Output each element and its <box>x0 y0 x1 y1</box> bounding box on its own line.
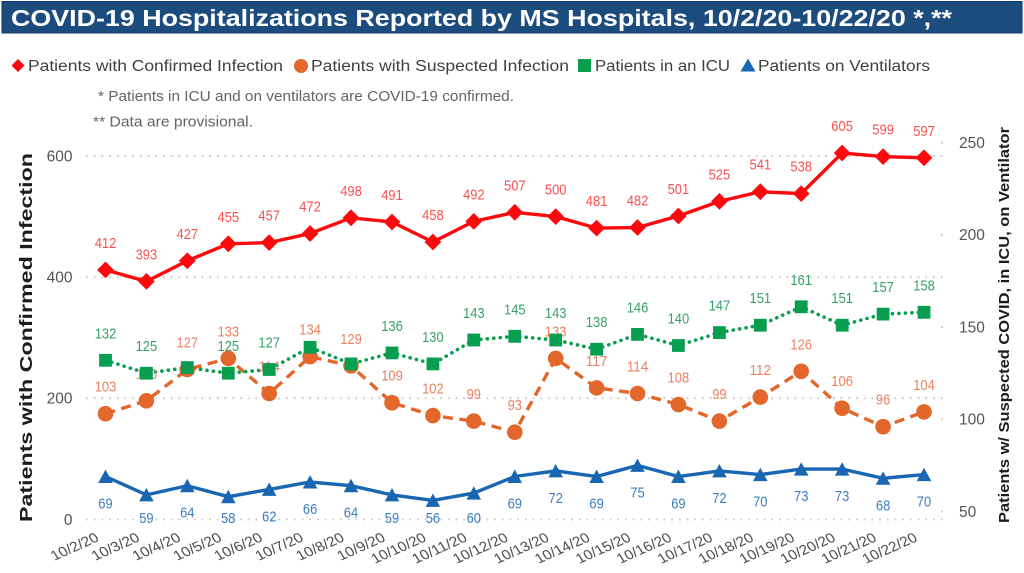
svg-text:69: 69 <box>508 496 522 513</box>
svg-text:125: 125 <box>136 338 158 355</box>
svg-text:70: 70 <box>753 494 767 511</box>
svg-text:106: 106 <box>831 373 853 390</box>
svg-text:103: 103 <box>95 379 117 396</box>
svg-text:134: 134 <box>299 322 321 339</box>
svg-text:60: 60 <box>467 510 481 527</box>
svg-text:145: 145 <box>504 301 526 318</box>
svg-text:158: 158 <box>913 277 935 294</box>
svg-text:62: 62 <box>262 508 276 525</box>
svg-text:69: 69 <box>98 496 112 513</box>
svg-text:150: 150 <box>959 319 985 336</box>
svg-text:* Patients in ICU and on venti: * Patients in ICU and on ventilators are… <box>98 89 514 105</box>
svg-text:605: 605 <box>831 118 853 135</box>
svg-text:541: 541 <box>750 157 772 174</box>
svg-text:427: 427 <box>177 226 199 243</box>
svg-text:143: 143 <box>545 305 567 322</box>
svg-text:Patients w/ Suspected COVID, i: Patients w/ Suspected COVID, in ICU, on … <box>996 127 1013 523</box>
svg-text:146: 146 <box>627 299 649 316</box>
svg-text:126: 126 <box>790 336 812 353</box>
svg-text:** Data are provisional.: ** Data are provisional. <box>93 115 253 131</box>
svg-text:491: 491 <box>381 187 403 204</box>
svg-text:104: 104 <box>913 377 935 394</box>
svg-text:151: 151 <box>831 290 853 307</box>
svg-text:200: 200 <box>959 227 985 244</box>
svg-text:Patients in an ICU: Patients in an ICU <box>595 58 730 75</box>
svg-text:96: 96 <box>876 392 890 409</box>
svg-text:500: 500 <box>545 182 567 199</box>
svg-text:50: 50 <box>959 504 977 521</box>
svg-text:109: 109 <box>381 368 403 385</box>
svg-text:136: 136 <box>381 318 403 335</box>
svg-text:69: 69 <box>671 496 685 513</box>
svg-text:132: 132 <box>95 325 117 342</box>
svg-text:COVID-19 Hospitalizations Repo: COVID-19 Hospitalizations Reported by MS… <box>11 5 952 31</box>
svg-text:56: 56 <box>426 510 440 527</box>
svg-text:507: 507 <box>504 177 526 194</box>
svg-text:Patients with Confirmed Infect: Patients with Confirmed Infection <box>28 58 283 75</box>
svg-text:127: 127 <box>177 335 199 352</box>
svg-text:59: 59 <box>139 510 153 527</box>
svg-text:72: 72 <box>549 490 563 507</box>
svg-text:129: 129 <box>340 331 362 348</box>
svg-text:72: 72 <box>712 490 726 507</box>
svg-text:481: 481 <box>586 193 608 210</box>
svg-text:70: 70 <box>917 494 931 511</box>
svg-text:Patients with Confirmed Infect: Patients with Confirmed Infection <box>16 153 36 522</box>
svg-text:59: 59 <box>385 510 399 527</box>
svg-text:501: 501 <box>668 181 690 198</box>
svg-text:492: 492 <box>463 186 485 203</box>
svg-text:600: 600 <box>47 148 73 165</box>
svg-text:133: 133 <box>218 323 240 340</box>
svg-text:599: 599 <box>872 122 894 139</box>
svg-text:143: 143 <box>463 305 485 322</box>
svg-text:457: 457 <box>258 208 280 225</box>
svg-text:112: 112 <box>750 362 772 379</box>
svg-text:250: 250 <box>959 135 985 152</box>
svg-text:138: 138 <box>586 314 608 331</box>
svg-text:64: 64 <box>344 505 358 522</box>
svg-text:73: 73 <box>794 488 808 505</box>
svg-text:108: 108 <box>668 370 690 387</box>
svg-text:130: 130 <box>422 329 444 346</box>
svg-text:100: 100 <box>959 412 985 429</box>
svg-text:64: 64 <box>180 505 194 522</box>
svg-text:58: 58 <box>221 510 235 527</box>
svg-text:0: 0 <box>64 512 73 529</box>
svg-text:117: 117 <box>586 353 608 370</box>
svg-text:393: 393 <box>136 246 158 263</box>
svg-text:597: 597 <box>913 123 935 140</box>
svg-text:127: 127 <box>258 335 280 352</box>
svg-text:538: 538 <box>790 159 812 176</box>
svg-text:Patients on Ventilators: Patients on Ventilators <box>758 58 930 75</box>
svg-text:125: 125 <box>218 338 240 355</box>
svg-text:140: 140 <box>668 311 690 328</box>
svg-text:458: 458 <box>422 207 444 224</box>
svg-text:102: 102 <box>422 381 444 398</box>
svg-text:114: 114 <box>627 359 649 376</box>
svg-text:93: 93 <box>508 397 522 414</box>
svg-text:68: 68 <box>876 497 890 514</box>
svg-text:200: 200 <box>47 391 73 408</box>
svg-text:147: 147 <box>709 298 731 315</box>
svg-text:472: 472 <box>299 199 321 216</box>
svg-text:99: 99 <box>467 386 481 403</box>
svg-text:75: 75 <box>630 484 644 501</box>
svg-text:Patients with Suspected Infect: Patients with Suspected Infection <box>311 58 569 75</box>
svg-text:66: 66 <box>303 501 317 518</box>
svg-text:99: 99 <box>712 386 726 403</box>
svg-text:498: 498 <box>340 183 362 200</box>
svg-text:161: 161 <box>790 272 812 289</box>
svg-text:151: 151 <box>750 290 772 307</box>
svg-text:482: 482 <box>627 193 649 210</box>
svg-text:525: 525 <box>709 166 731 183</box>
svg-text:412: 412 <box>95 235 117 252</box>
svg-text:69: 69 <box>589 496 603 513</box>
svg-text:400: 400 <box>47 270 73 287</box>
svg-text:157: 157 <box>872 279 894 296</box>
svg-text:455: 455 <box>218 209 240 226</box>
svg-text:73: 73 <box>835 488 849 505</box>
